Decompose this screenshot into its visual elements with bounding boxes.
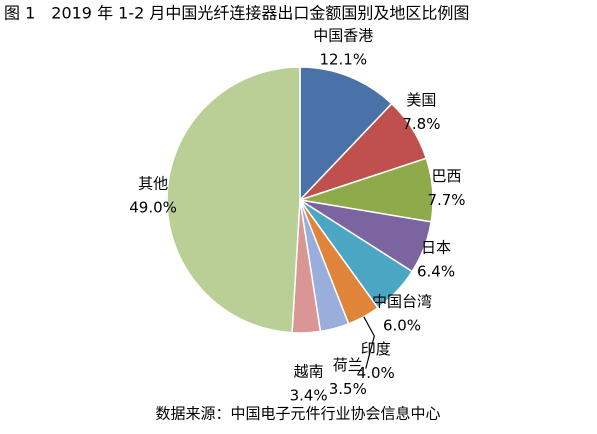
- leader-line: [363, 316, 375, 369]
- slice-label: 巴西: [432, 167, 462, 185]
- slice-label: 中国台湾: [372, 293, 432, 311]
- value-label: 49.0%: [129, 199, 177, 217]
- value-label: 3.5%: [329, 380, 367, 398]
- value-label: 6.0%: [383, 317, 421, 335]
- value-label: 7.7%: [427, 191, 465, 209]
- slice-label: 印度: [361, 340, 391, 358]
- value-label: 4.0%: [357, 364, 395, 382]
- chart-title: 图 1 2019 年 1-2 月中国光纤连接器出口金额国别及地区比例图: [4, 4, 469, 23]
- value-label: 3.4%: [290, 386, 328, 404]
- source-note: 数据来源：中国电子元件行业协会信息中心: [155, 405, 440, 423]
- value-label: 6.4%: [417, 263, 455, 281]
- pie-slice: [166, 66, 301, 334]
- slice-label: 美国: [406, 91, 436, 109]
- pie-slice: [299, 66, 393, 202]
- value-label: 12.1%: [319, 50, 367, 68]
- value-label: 7.8%: [402, 115, 440, 133]
- slice-label: 其他: [138, 175, 168, 193]
- slice-label: 日本: [421, 239, 451, 257]
- slice-label: 荷兰: [333, 356, 363, 374]
- slice-label: 越南: [294, 362, 324, 380]
- slice-label: 中国香港: [313, 26, 373, 44]
